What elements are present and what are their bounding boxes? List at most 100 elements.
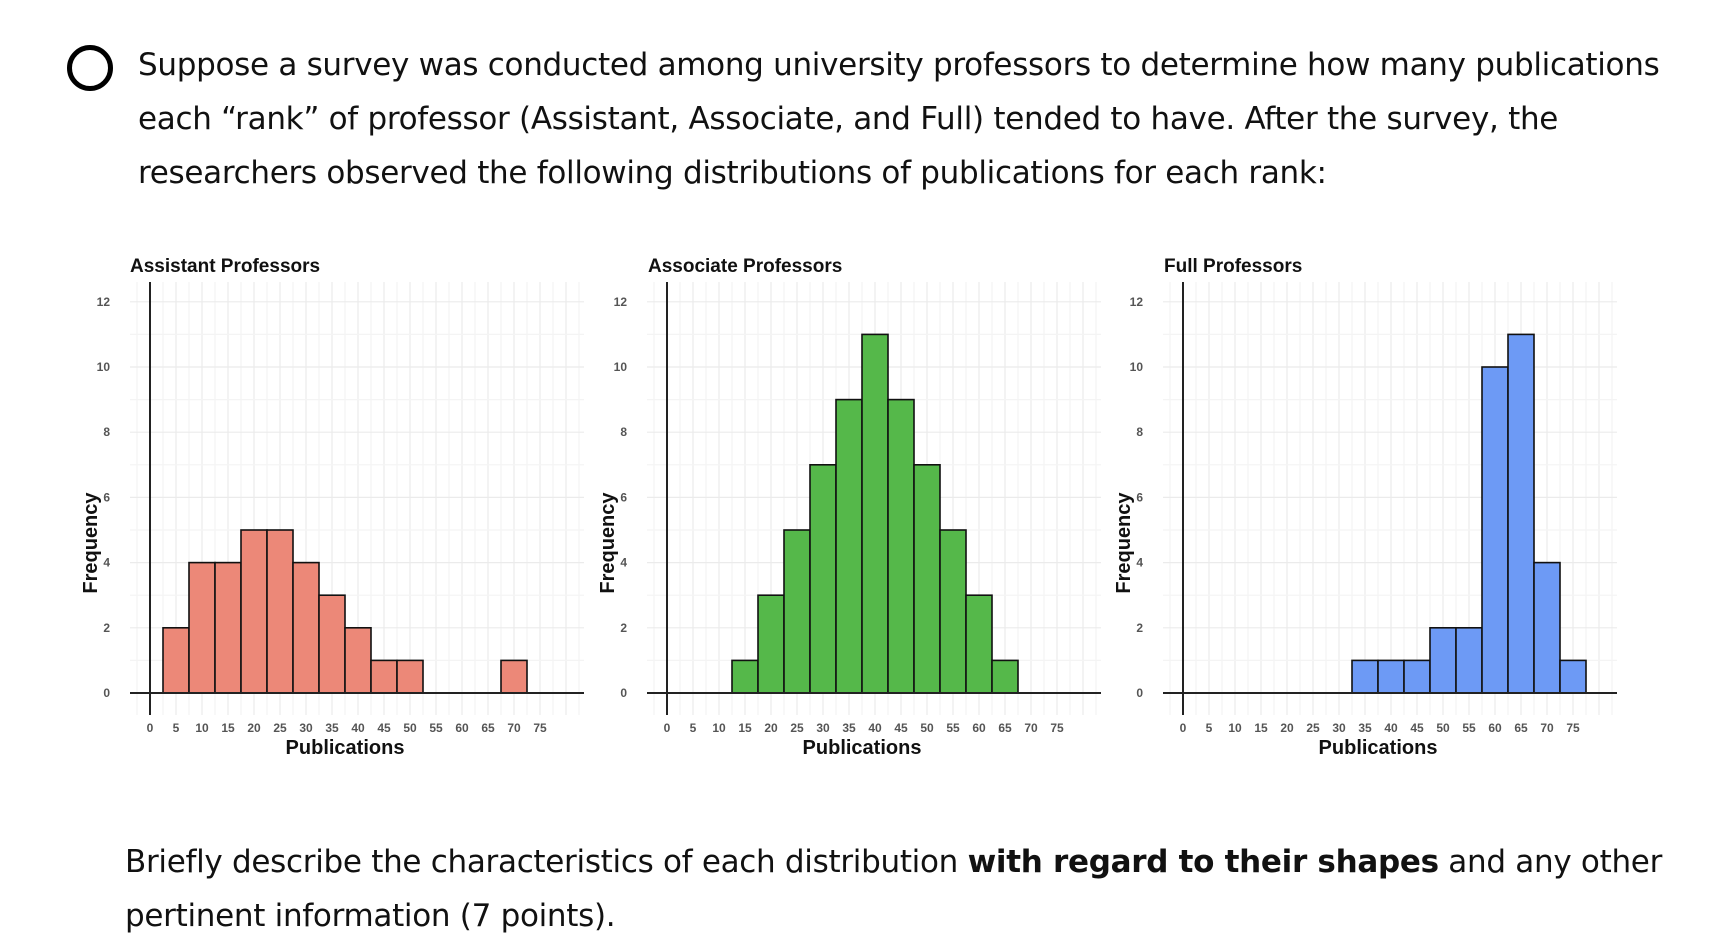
chart-title: Assistant Professors xyxy=(130,256,321,277)
x-tick-label: 0 xyxy=(147,721,154,735)
x-tick-label: 35 xyxy=(842,721,856,735)
x-tick-label: 30 xyxy=(1332,721,1346,735)
y-tick-label: 2 xyxy=(1136,621,1143,635)
chart-canvas: 0 2 4 6 8 10 12 0 5 10 15 20 25 30 35 40 45 50 55 60 65 70 75 P… xyxy=(597,282,1101,759)
x-tick-label: 20 xyxy=(247,721,261,735)
histogram-bar xyxy=(1481,366,1509,694)
y-tick-label: 10 xyxy=(614,360,628,374)
histogram-bar xyxy=(188,561,216,694)
x-tick-label: 5 xyxy=(1206,721,1213,735)
x-tick-label: 15 xyxy=(738,721,752,735)
x-tick-label: 30 xyxy=(816,721,830,735)
prompt-emphasis: with regard to their shapes xyxy=(967,844,1439,880)
x-tick-label: 55 xyxy=(429,721,443,735)
histogram-bar xyxy=(292,561,320,694)
x-tick-label: 5 xyxy=(173,721,180,735)
x-tick-label: 75 xyxy=(1566,721,1580,735)
x-tick-label: 10 xyxy=(195,721,209,735)
x-tick-label: 45 xyxy=(894,721,908,735)
histogram-bar xyxy=(835,398,863,694)
histogram-bar xyxy=(370,659,398,694)
histogram-bar xyxy=(1455,626,1483,694)
histogram-bar xyxy=(939,529,967,694)
histogram-bar xyxy=(1351,659,1379,694)
y-tick-label: 4 xyxy=(1136,556,1143,570)
histogram-bars xyxy=(1351,333,1587,694)
y-tick-label: 0 xyxy=(620,686,627,700)
prompt-text: Briefly describe the characteristics of … xyxy=(125,844,968,880)
x-tick-label: 25 xyxy=(1306,721,1320,735)
histogram-bar xyxy=(913,464,941,694)
x-tick-label: 45 xyxy=(1410,721,1424,735)
x-tick-label: 35 xyxy=(325,721,339,735)
histogram-bars xyxy=(162,529,528,694)
x-tick-label: 60 xyxy=(1488,721,1502,735)
histogram-bar xyxy=(1559,659,1587,694)
x-tick-label: 50 xyxy=(1436,721,1450,735)
y-tick-label: 4 xyxy=(620,556,627,570)
x-tick-label: 25 xyxy=(790,721,804,735)
y-tick-label: 2 xyxy=(103,621,110,635)
x-tick-label: 10 xyxy=(1228,721,1242,735)
x-tick-label: 55 xyxy=(1462,721,1476,735)
x-tick-label: 65 xyxy=(998,721,1012,735)
x-tick-label: 75 xyxy=(533,721,547,735)
chart-canvas: 0 2 4 6 8 10 12 0 5 10 15 20 25 30 35 40 45 50 55 60 65 70 75 P… xyxy=(1113,282,1617,759)
x-tick-label: 0 xyxy=(1180,721,1187,735)
x-tick-label: 10 xyxy=(712,721,726,735)
histogram-bar xyxy=(396,659,424,694)
histogram-bar xyxy=(887,398,915,694)
y-tick-label: 12 xyxy=(97,295,111,309)
y-tick-label: 8 xyxy=(1136,425,1143,439)
y-tick-label: 6 xyxy=(1136,490,1143,504)
histogram-bars xyxy=(731,333,1019,694)
x-axis-label: Publications xyxy=(1319,737,1438,759)
histogram-bar xyxy=(783,529,811,694)
histogram-bar xyxy=(266,529,294,694)
histogram-bar xyxy=(500,659,528,694)
histogram-bar xyxy=(809,464,837,694)
x-tick-label: 70 xyxy=(507,721,521,735)
x-tick-label: 70 xyxy=(1024,721,1038,735)
radio-circle-icon[interactable] xyxy=(67,45,113,91)
y-tick-label: 8 xyxy=(103,425,110,439)
x-tick-label: 0 xyxy=(664,721,671,735)
x-tick-label: 60 xyxy=(455,721,469,735)
histogram-bar xyxy=(162,626,190,694)
histogram-bar xyxy=(1533,561,1561,694)
y-tick-label: 12 xyxy=(614,295,628,309)
y-axis-label: Frequency xyxy=(80,492,102,594)
x-tick-label: 75 xyxy=(1050,721,1064,735)
question-intro: Suppose a survey was conducted among uni… xyxy=(138,47,1660,191)
x-tick-label: 25 xyxy=(273,721,287,735)
y-tick-label: 12 xyxy=(1130,295,1144,309)
histogram-bar xyxy=(1403,659,1431,694)
y-tick-label: 2 xyxy=(620,621,627,635)
x-tick-label: 40 xyxy=(1384,721,1398,735)
x-tick-label: 20 xyxy=(1280,721,1294,735)
histogram-bar xyxy=(965,594,993,694)
x-axis-label: Publications xyxy=(286,737,405,759)
prompt-text-end: and any other pertinent information (7 p… xyxy=(125,844,1663,934)
y-tick-label: 8 xyxy=(620,425,627,439)
histogram-bar xyxy=(318,594,346,694)
x-tick-label: 45 xyxy=(377,721,391,735)
chart-canvas: 0 2 4 6 8 10 12 0 5 10 15 20 25 30 35 40 45 50 55 60 65 70 75 P… xyxy=(80,282,584,759)
histogram-bar xyxy=(344,626,372,694)
histogram-bar xyxy=(214,561,242,694)
histogram-bar xyxy=(1429,626,1457,694)
x-tick-label: 60 xyxy=(972,721,986,735)
y-tick-label: 4 xyxy=(103,556,110,570)
x-tick-label: 70 xyxy=(1540,721,1554,735)
x-tick-label: 65 xyxy=(481,721,495,735)
chart-title: Full Professors xyxy=(1164,256,1303,277)
x-tick-label: 15 xyxy=(221,721,235,735)
x-tick-label: 50 xyxy=(403,721,417,735)
x-tick-label: 15 xyxy=(1254,721,1268,735)
histogram-bar xyxy=(731,659,759,694)
histogram-associate: Associate Professors 0 2 4 6 8 10 12 0 5 10 15 20 25… xyxy=(577,250,1101,770)
histogram-bar xyxy=(1377,659,1405,694)
x-tick-label: 65 xyxy=(1514,721,1528,735)
x-axis-label: Publications xyxy=(803,737,922,759)
x-tick-label: 40 xyxy=(351,721,365,735)
